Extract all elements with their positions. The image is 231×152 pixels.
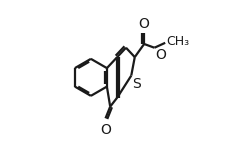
Text: S: S (132, 76, 141, 91)
Text: O: O (100, 123, 111, 137)
Text: CH₃: CH₃ (166, 35, 189, 48)
Text: O: O (155, 48, 166, 62)
Text: O: O (139, 17, 150, 31)
